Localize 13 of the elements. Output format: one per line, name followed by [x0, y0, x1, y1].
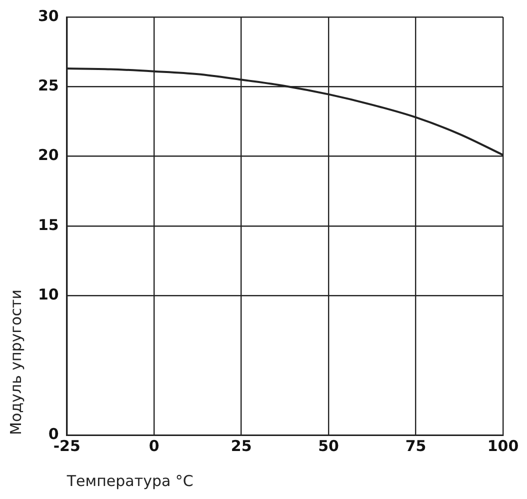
y-tick-label: 25 [38, 76, 59, 95]
x-tick-label: 75 [405, 436, 426, 455]
y-tick-label: 10 [38, 286, 59, 304]
y-tick-label: 0 [48, 424, 59, 443]
y-tick-label: 30 [38, 6, 59, 25]
x-tick-label: 100 [487, 436, 519, 455]
x-axis-title: Температура °C [66, 472, 194, 490]
y-tick-label: 15 [38, 216, 59, 234]
x-tick-label: 0 [148, 436, 160, 455]
x-tick-label: 50 [318, 436, 339, 455]
y-axis-title: Модуль упругости [6, 290, 25, 435]
y-tick-label: 20 [38, 146, 59, 164]
x-tick-label: 25 [230, 436, 252, 455]
